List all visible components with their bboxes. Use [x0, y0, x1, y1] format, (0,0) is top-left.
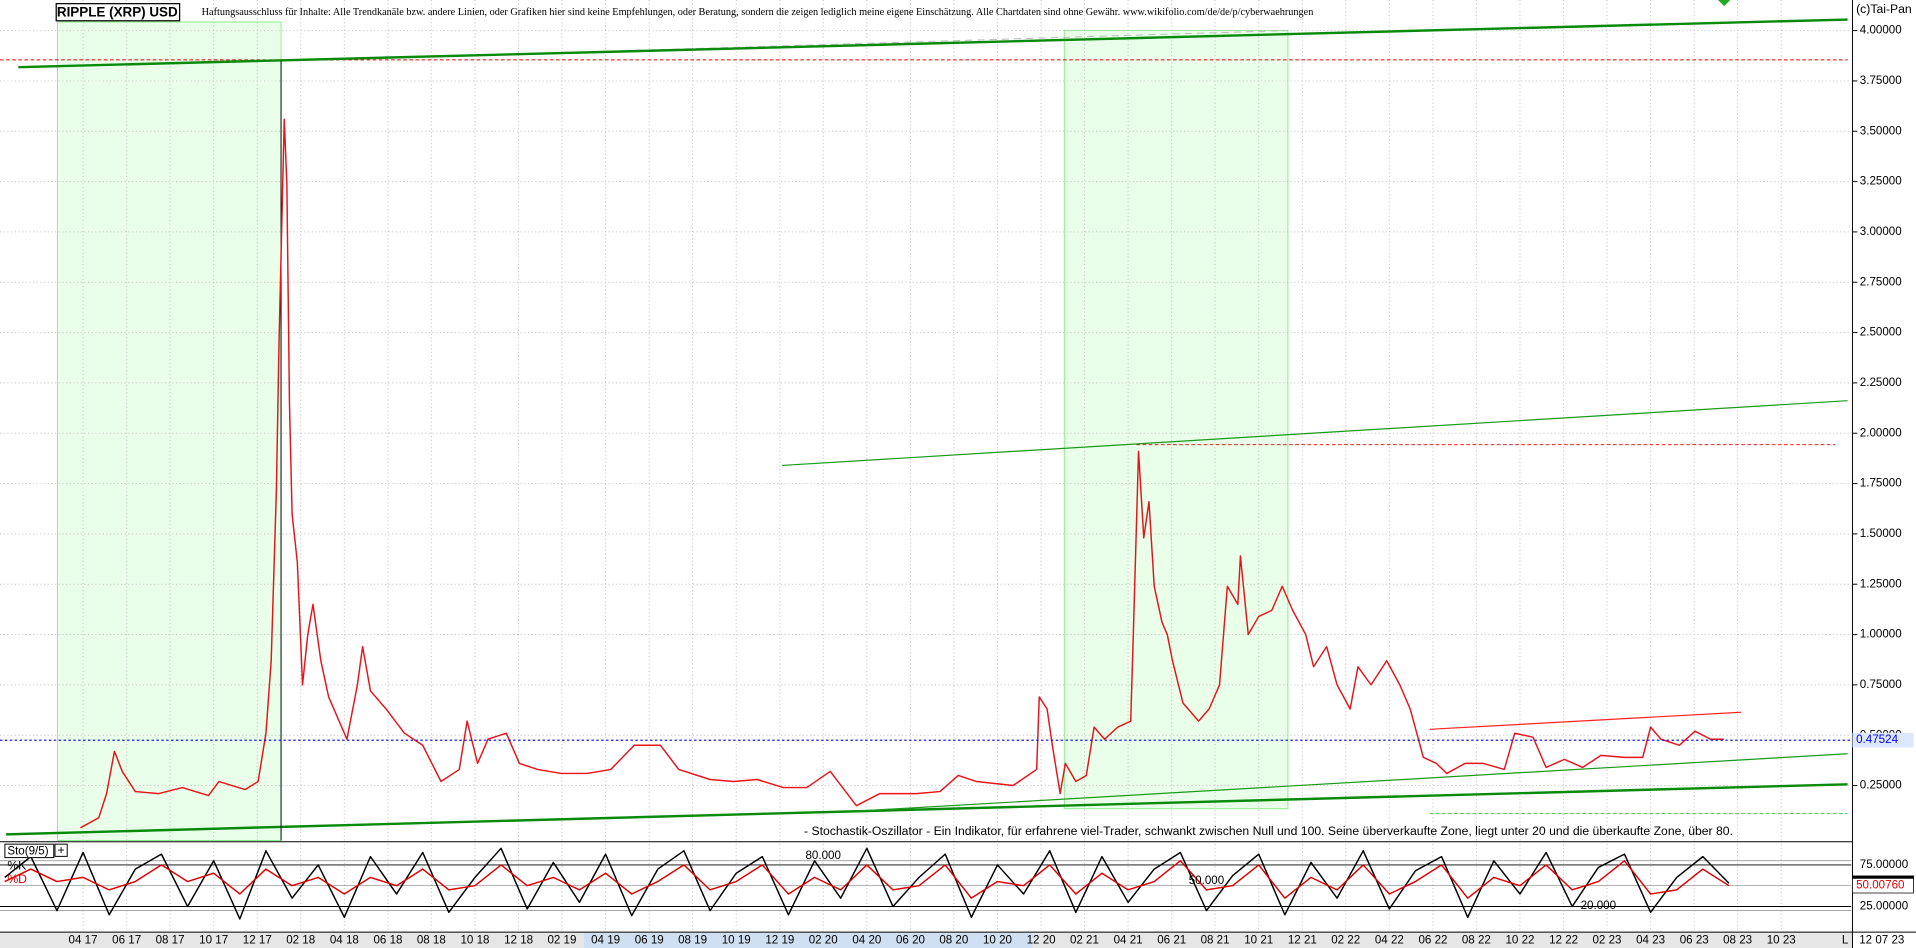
trendline	[782, 400, 1848, 467]
x-tick-label: 08 17	[156, 934, 185, 947]
current-price-box	[1852, 732, 1914, 748]
legend-entry: %K	[7, 858, 26, 872]
x-tick-label: 08 19	[678, 934, 707, 947]
legend-entry: %D	[7, 872, 27, 886]
y-tick-label: 0.25000	[1860, 779, 1902, 792]
level-label: 50.000	[1189, 874, 1224, 887]
last-value-label: 50.00760	[1856, 879, 1904, 892]
trendline	[281, 30, 1288, 62]
series-line	[80, 118, 1724, 829]
x-tick-label: 06 17	[112, 934, 141, 947]
last-value-box	[1852, 877, 1914, 894]
arrow	[1718, 0, 1731, 7]
y-tick-label: 0.75000	[1860, 678, 1902, 691]
x-tick-label: 04 23	[1636, 934, 1665, 947]
y-tick-label: 4.00000	[1860, 24, 1902, 37]
x-tick-label: 04 21	[1114, 934, 1143, 947]
trendline	[1429, 711, 1742, 730]
y-tick-label: 3.50000	[1860, 124, 1902, 137]
x-tick-label: 04 20	[852, 934, 881, 947]
disclaimer: Haftungsausschluss für Inhalte: Alle Tre…	[202, 7, 1314, 18]
current-price-label: 0.47524	[1856, 733, 1898, 746]
marks	[0, 118, 1852, 920]
series-line	[4, 860, 1730, 899]
x-tick-label: 10 19	[722, 934, 751, 947]
y-tick-label: 1.25000	[1860, 577, 1902, 590]
trendline	[6, 783, 1848, 836]
expand-button[interactable]	[54, 843, 68, 857]
x-tick-label: 08 23	[1723, 934, 1752, 947]
x-tick-label: 06 22	[1418, 934, 1447, 947]
x-tick-label: 08 18	[417, 934, 446, 947]
y-tick-label: 75.00000	[1860, 858, 1908, 871]
level-label: 80.000	[805, 849, 840, 862]
y-tick-label: 3.75000	[1860, 74, 1902, 87]
y-tick-label: 3.25000	[1860, 175, 1902, 188]
y-tick-label: 1.50000	[1860, 527, 1902, 540]
x-tick-label: 10 18	[460, 934, 489, 947]
trendlines	[0, 0, 1848, 841]
x-tick-label: 10 23	[1767, 934, 1796, 947]
indicator-note: - Stochastik-Oszillator - Ein Indikator,…	[804, 824, 1733, 838]
x-tick-label: 10 22	[1505, 934, 1534, 947]
level-label: 20.000	[1581, 899, 1616, 912]
x-tick-label: 10 21	[1244, 934, 1273, 947]
highlight-zone	[56, 21, 282, 841]
expand-icon[interactable]: +	[58, 843, 65, 857]
x-tick-label: 12 22	[1549, 934, 1578, 947]
x-tick-label: 04 17	[69, 934, 98, 947]
x-tick-label: 04 19	[591, 934, 620, 947]
x-axis-highlight	[584, 932, 1033, 948]
x-tick-label: 12 19	[765, 934, 794, 947]
x-tick-label: 10 20	[983, 934, 1012, 947]
x-tick-label: 10 17	[199, 934, 228, 947]
x-tick-label: 06 20	[896, 934, 925, 947]
title-box	[55, 3, 181, 22]
x-tick-label: 12 18	[504, 934, 533, 947]
x-tick-label: 02 21	[1070, 934, 1099, 947]
x-tick-label: 08 22	[1462, 934, 1491, 947]
chart-title: RIPPLE (XRP) USD	[57, 4, 178, 19]
y-tick-label: 1.00000	[1860, 628, 1902, 641]
x-tick-label: 08 20	[939, 934, 968, 947]
trendline	[18, 18, 1848, 69]
x-tick-label: 06 18	[373, 934, 402, 947]
x-tick-label: 02 18	[286, 934, 315, 947]
y-tick-label: 3.00000	[1860, 225, 1902, 238]
x-tick-label: 06 21	[1157, 934, 1186, 947]
trendline	[855, 753, 1848, 812]
x-tick-label: 04 22	[1375, 934, 1404, 947]
x-tick-label: 02 23	[1592, 934, 1621, 947]
layout	[0, 21, 1853, 948]
x-tick-label: 12 21	[1288, 934, 1317, 947]
x-tick-label: 06 19	[635, 934, 664, 947]
x-tick-label: 04 18	[330, 934, 359, 947]
indicator-box	[4, 843, 55, 859]
scale-label: L	[1842, 934, 1849, 947]
x-tick-label: 02 20	[809, 934, 838, 947]
x-tick-label: 12 17	[243, 934, 272, 947]
y-tick-label: 2.00000	[1860, 426, 1902, 439]
highlight-zone	[1063, 30, 1289, 810]
x-tick-label: 02 22	[1331, 934, 1360, 947]
date-label: 12 07 23	[1859, 934, 1904, 947]
x-tick-label: 02 19	[547, 934, 576, 947]
series-line	[4, 847, 1730, 920]
copyright: (c)Tai-Pan	[1856, 2, 1912, 16]
y-tick-label: 2.75000	[1860, 275, 1902, 288]
y-tick-label: 1.75000	[1860, 477, 1902, 490]
y-tick-label: 25.00000	[1860, 900, 1908, 913]
grid	[0, 0, 1852, 931]
indicator-title: Sto(9/5)	[7, 845, 48, 858]
x-tick-label: 08 21	[1201, 934, 1230, 947]
x-tick-label: 06 23	[1680, 934, 1709, 947]
y-tick-label: 2.25000	[1860, 376, 1902, 389]
y-tick-label: 2.50000	[1860, 326, 1902, 339]
x-tick-label: 12 20	[1027, 934, 1056, 947]
